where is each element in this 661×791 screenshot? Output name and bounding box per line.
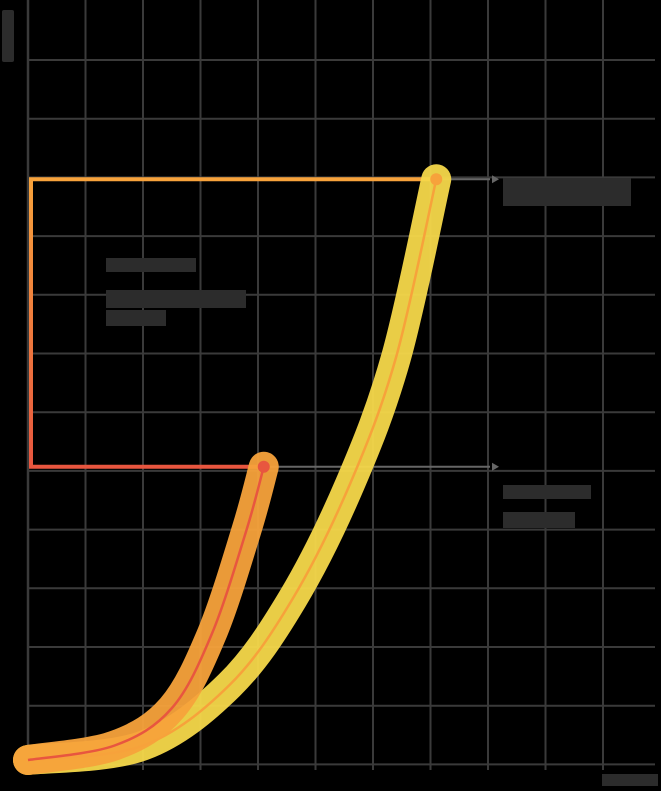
guide-arrow-1: [492, 462, 499, 471]
guide-arrow-2: [492, 175, 499, 184]
note-upper-right: [503, 178, 631, 206]
series-1-endpoint: [257, 460, 270, 473]
y-axis-tag: [2, 10, 14, 62]
bracket-line: [29, 177, 437, 469]
note-lower-right-line2: [503, 512, 575, 528]
chart-grid: [26, 0, 655, 770]
note-mid-left-line1: [106, 258, 196, 272]
annotation-placeholders: [2, 10, 658, 786]
note-lower-right-line1: [503, 485, 591, 499]
corner-mark: [602, 774, 658, 786]
chart-curves: [13, 164, 452, 775]
note-mid-left-line3: [106, 310, 166, 326]
note-mid-left-line2: [106, 290, 246, 308]
series-1-line: [27, 466, 265, 762]
series-2-glow: [13, 164, 452, 775]
series-2-endpoint: [430, 173, 443, 186]
series-1-glow: [13, 451, 279, 775]
bracket-annotation: [29, 177, 437, 469]
